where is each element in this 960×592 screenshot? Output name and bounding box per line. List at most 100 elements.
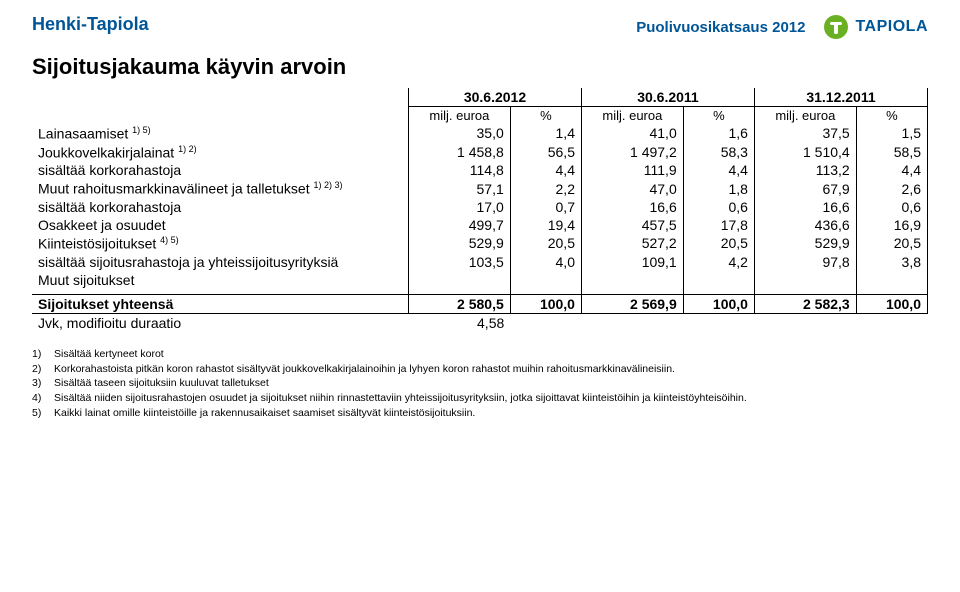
cell-value: 2,6 (856, 179, 927, 198)
cell-value: 111,9 (581, 161, 683, 179)
cell-value: 1 497,2 (581, 143, 683, 162)
footnote-row: 3)Sisältää taseen sijoituksiin kuuluvat … (32, 377, 753, 392)
row-label: Muut sijoitukset (32, 271, 409, 289)
cell-value: 457,5 (581, 216, 683, 234)
cell-value: 2,2 (510, 179, 581, 198)
table-row: Lainasaamiset 1) 5)35,01,441,01,637,51,5 (32, 124, 928, 143)
table-header-dates: 30.6.2012 30.6.2011 31.12.2011 (32, 88, 928, 107)
cell-value: 4,4 (683, 161, 754, 179)
duration-row: Jvk, modifioitu duraatio4,58 (32, 314, 928, 332)
document-page: Henki-Tapiola Puolivuosikatsaus 2012 TAP… (0, 0, 960, 431)
table-row: sisältää korkorahastoja17,00,716,60,616,… (32, 198, 928, 216)
cell-value: 1 458,8 (409, 143, 511, 162)
cell-value: 436,6 (754, 216, 856, 234)
footnote-row: 5)Kaikki lainat omille kiinteistöille ja… (32, 407, 753, 422)
cell-value: 20,5 (683, 234, 754, 253)
cell-value: 527,2 (581, 234, 683, 253)
cell-value: 17,0 (409, 198, 511, 216)
cell-value: 499,7 (409, 216, 511, 234)
footnote-row: 4)Sisältää niiden sijoitusrahastojen osu… (32, 392, 753, 407)
header-right: Puolivuosikatsaus 2012 TAPIOLA (636, 14, 928, 40)
row-label: sisältää korkorahastoja (32, 198, 409, 216)
footnote-number: 3) (32, 377, 54, 392)
footnote-table: 1)Sisältää kertyneet korot2)Korkorahasto… (32, 348, 753, 421)
duration-value: 4,58 (409, 314, 511, 332)
cell-value: 20,5 (856, 234, 927, 253)
footnote-row: 1)Sisältää kertyneet korot (32, 348, 753, 363)
cell-value (754, 271, 856, 289)
cell-value: 20,5 (510, 234, 581, 253)
footnote-text: Sisältää kertyneet korot (54, 348, 753, 363)
footnote-number: 1) (32, 348, 54, 363)
cell-value: 67,9 (754, 179, 856, 198)
cell-value: 529,9 (754, 234, 856, 253)
table-row: Osakkeet ja osuudet499,719,4457,517,8436… (32, 216, 928, 234)
unit-1a: milj. euroa (409, 107, 511, 125)
table-row: sisältää sijoitusrahastoja ja yhteissijo… (32, 253, 928, 271)
unit-3b: % (856, 107, 927, 125)
cell-value (683, 271, 754, 289)
footnote-number: 4) (32, 392, 54, 407)
logo-text: TAPIOLA (855, 18, 928, 36)
cell-value: 4,4 (856, 161, 927, 179)
unit-2a: milj. euroa (581, 107, 683, 125)
cell-value (581, 271, 683, 289)
table-body: Lainasaamiset 1) 5)35,01,441,01,637,51,5… (32, 124, 928, 332)
duration-label: Jvk, modifioitu duraatio (32, 314, 409, 332)
col-date-2: 30.6.2011 (581, 88, 754, 107)
allocation-table: 30.6.2012 30.6.2011 31.12.2011 milj. eur… (32, 88, 928, 332)
table-row: Muut sijoitukset (32, 271, 928, 289)
report-subtitle: Puolivuosikatsaus 2012 (636, 19, 805, 36)
cell-value: 16,6 (754, 198, 856, 216)
row-label: Kiinteistösijoitukset 4) 5) (32, 234, 409, 253)
col-date-3: 31.12.2011 (754, 88, 927, 107)
total-label: Sijoitukset yhteensä (32, 295, 409, 314)
footnote-number: 5) (32, 407, 54, 422)
unit-3a: milj. euroa (754, 107, 856, 125)
cell-value: 19,4 (510, 216, 581, 234)
table-row: Muut rahoitusmarkkinavälineet ja talletu… (32, 179, 928, 198)
cell-value: 97,8 (754, 253, 856, 271)
total-row: Sijoitukset yhteensä2 580,5100,02 569,91… (32, 295, 928, 314)
cell-value: 58,5 (856, 143, 927, 162)
cell-value: 1,8 (683, 179, 754, 198)
cell-value: 47,0 (581, 179, 683, 198)
cell-value: 1,6 (683, 124, 754, 143)
cell-value (409, 271, 511, 289)
page-header: Henki-Tapiola Puolivuosikatsaus 2012 TAP… (32, 14, 928, 40)
cell-value: 16,9 (856, 216, 927, 234)
cell-value: 113,2 (754, 161, 856, 179)
total-value: 2 569,9 (581, 295, 683, 314)
total-value: 100,0 (683, 295, 754, 314)
cell-value: 103,5 (409, 253, 511, 271)
cell-value: 41,0 (581, 124, 683, 143)
cell-value: 17,8 (683, 216, 754, 234)
footnote-row: 2)Korkorahastoista pitkän koron rahastot… (32, 363, 753, 378)
unit-2b: % (683, 107, 754, 125)
cell-value: 0,6 (856, 198, 927, 216)
logo-mark-icon (823, 14, 849, 40)
cell-value: 114,8 (409, 161, 511, 179)
cell-value: 3,8 (856, 253, 927, 271)
total-value: 2 580,5 (409, 295, 511, 314)
row-label: Osakkeet ja osuudet (32, 216, 409, 234)
cell-value (510, 271, 581, 289)
cell-value: 1,4 (510, 124, 581, 143)
page-title: Sijoitusjakauma käyvin arvoin (32, 54, 928, 80)
col-date-1: 30.6.2012 (409, 88, 582, 107)
cell-value: 37,5 (754, 124, 856, 143)
cell-value: 56,5 (510, 143, 581, 162)
table-row: Kiinteistösijoitukset 4) 5)529,920,5527,… (32, 234, 928, 253)
cell-value: 4,2 (683, 253, 754, 271)
total-value: 100,0 (856, 295, 927, 314)
footnote-text: Sisältää niiden sijoitusrahastojen osuud… (54, 392, 753, 407)
footnote-text: Sisältää taseen sijoituksiin kuuluvat ta… (54, 377, 753, 392)
footnote-text: Kaikki lainat omille kiinteistöille ja r… (54, 407, 753, 422)
cell-value: 0,7 (510, 198, 581, 216)
cell-value: 1 510,4 (754, 143, 856, 162)
cell-value: 35,0 (409, 124, 511, 143)
table-header-units: milj. euroa % milj. euroa % milj. euroa … (32, 107, 928, 125)
total-value: 2 582,3 (754, 295, 856, 314)
cell-value: 0,6 (683, 198, 754, 216)
cell-value: 57,1 (409, 179, 511, 198)
